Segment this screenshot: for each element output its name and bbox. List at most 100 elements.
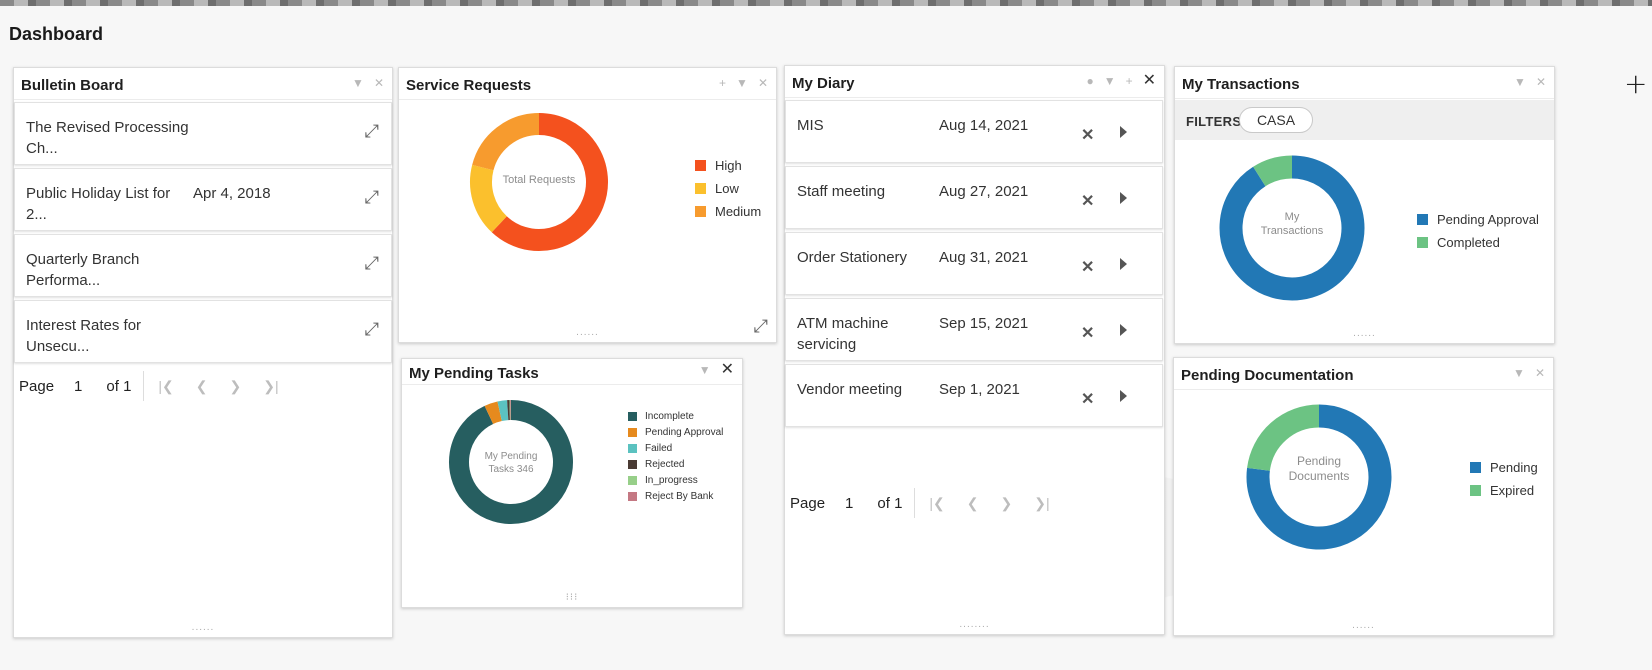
- next-page-icon[interactable]: ❯: [1000, 494, 1013, 511]
- panel-title: My Diary: [792, 75, 855, 92]
- diary-item-date: Aug 31, 2021: [939, 249, 1029, 266]
- chevron-right-icon[interactable]: [1120, 390, 1127, 402]
- diary-pager: Page 1 of 1 |❮ ❮ ❯ ❯|: [790, 485, 1072, 521]
- first-page-icon[interactable]: |❮: [929, 494, 945, 511]
- resize-handle[interactable]: ......: [191, 622, 215, 633]
- donut-slice-completed[interactable]: [1253, 155, 1293, 187]
- legend-label: In_progress: [645, 475, 698, 486]
- legend-label: Expired: [1490, 483, 1535, 498]
- legend-item: Completed: [1417, 235, 1539, 250]
- prev-page-icon[interactable]: ❮: [195, 377, 208, 394]
- add-icon[interactable]: +: [719, 76, 727, 90]
- my-transactions-panel: My Transactions ▼ ✕ FILTERS CASA My Tran…: [1174, 66, 1555, 344]
- filter-chip-casa[interactable]: CASA: [1239, 107, 1313, 133]
- donut-slice-high[interactable]: [491, 113, 608, 251]
- expand-icon[interactable]: ⤢: [753, 316, 768, 337]
- panel-title: Pending Documentation: [1181, 367, 1354, 384]
- donut-center-label: Total Requests: [502, 174, 576, 186]
- bulletin-item[interactable]: Public Holiday List for 2... Apr 4, 2018…: [14, 168, 392, 231]
- delete-icon[interactable]: ✕: [1081, 193, 1095, 210]
- last-page-icon[interactable]: ❯|: [1034, 494, 1050, 511]
- bulletin-board-header: Bulletin Board ▼ ✕: [14, 68, 392, 100]
- donut-slice-pending-approval[interactable]: [1219, 155, 1365, 301]
- panel-title: Service Requests: [406, 77, 532, 94]
- bulletin-item[interactable]: Quarterly Branch Performa... ⤢: [14, 234, 392, 297]
- expand-icon[interactable]: ⤢: [364, 319, 379, 340]
- close-icon[interactable]: ✕: [757, 76, 768, 90]
- last-page-icon[interactable]: ❯|: [263, 377, 279, 394]
- diary-item-date: Sep 1, 2021: [939, 381, 1020, 398]
- prev-page-icon[interactable]: ❮: [966, 494, 979, 511]
- filters-bar: FILTERS CASA: [1175, 100, 1554, 140]
- pager-page-input[interactable]: 1: [845, 494, 854, 512]
- legend-label: Medium: [715, 204, 762, 219]
- donut-slice-incomplete[interactable]: [449, 400, 573, 524]
- filter-icon[interactable]: ▼: [352, 76, 364, 90]
- resize-handle[interactable]: ......: [1353, 328, 1376, 339]
- chevron-right-icon[interactable]: [1120, 324, 1127, 336]
- resize-handle[interactable]: ⁝⁝⁝: [565, 592, 579, 603]
- donut-slice-pending[interactable]: [1246, 404, 1392, 550]
- legend-label: Incomplete: [645, 411, 694, 422]
- pager-separator: [914, 488, 916, 518]
- my-transactions-header: My Transactions ▼ ✕: [1175, 67, 1554, 99]
- pending-tasks-donut: [449, 399, 573, 524]
- diary-item[interactable]: Vendor meeting Sep 1, 2021 ✕: [785, 364, 1163, 427]
- legend-item: In_progress: [628, 475, 723, 486]
- legend-swatch: [695, 183, 706, 194]
- donut-slice-expired[interactable]: [1247, 404, 1320, 472]
- legend-item: High: [695, 158, 761, 173]
- diary-item[interactable]: Staff meeting Aug 27, 2021 ✕: [785, 166, 1163, 229]
- filter-icon[interactable]: ▼: [698, 363, 711, 377]
- delete-icon[interactable]: ✕: [1081, 325, 1095, 342]
- expand-icon[interactable]: ⤢: [364, 253, 379, 274]
- filter-icon[interactable]: ▼: [1514, 75, 1526, 89]
- chevron-right-icon[interactable]: [1120, 126, 1127, 138]
- diary-item[interactable]: Order Stationery Aug 31, 2021 ✕: [785, 232, 1163, 295]
- donut-slice-pending-approval[interactable]: [484, 401, 503, 425]
- resize-handle[interactable]: ......: [1352, 620, 1375, 631]
- bell-icon[interactable]: ●: [1086, 74, 1094, 88]
- top-banner-strip: [0, 0, 1652, 6]
- add-widget-button[interactable]: +: [1624, 67, 1648, 100]
- close-icon[interactable]: ✕: [1142, 72, 1156, 89]
- delete-icon[interactable]: ✕: [1081, 259, 1095, 276]
- legend-label: Rejected: [645, 459, 685, 470]
- legend-label: Failed: [645, 443, 673, 454]
- pending-tasks-header: My Pending Tasks ▼ ✕: [402, 359, 742, 385]
- delete-icon[interactable]: ✕: [1081, 127, 1095, 144]
- diary-item[interactable]: MIS Aug 14, 2021 ✕: [785, 100, 1163, 163]
- resize-handle[interactable]: ......: [576, 327, 599, 338]
- diary-item-title: Staff meeting: [797, 183, 886, 200]
- add-icon[interactable]: +: [1125, 74, 1133, 88]
- bulletin-item[interactable]: Interest Rates for Unsecu... ⤢: [14, 300, 392, 363]
- service-requests-legend: High Low Medium: [695, 158, 761, 227]
- first-page-icon[interactable]: |❮: [158, 377, 174, 394]
- chevron-right-icon[interactable]: [1120, 192, 1127, 204]
- panel-title: Bulletin Board: [21, 77, 124, 94]
- filter-icon[interactable]: ▼: [1103, 74, 1116, 88]
- close-icon[interactable]: ✕: [720, 361, 734, 378]
- transactions-donut: [1219, 155, 1365, 301]
- delete-icon[interactable]: ✕: [1081, 391, 1095, 408]
- expand-icon[interactable]: ⤢: [364, 187, 379, 208]
- donut-slice-medium[interactable]: [472, 113, 540, 171]
- filter-icon[interactable]: ▼: [1513, 366, 1525, 380]
- pager-page-label: Page: [790, 494, 826, 512]
- resize-handle[interactable]: ........: [959, 619, 990, 630]
- donut-slice-failed[interactable]: [497, 400, 509, 422]
- next-page-icon[interactable]: ❯: [229, 377, 242, 394]
- close-icon[interactable]: ✕: [1534, 366, 1545, 380]
- close-icon[interactable]: ✕: [373, 76, 384, 90]
- bulletin-item[interactable]: The Revised Processing Ch... ⤢: [14, 102, 392, 165]
- close-icon[interactable]: ✕: [1535, 75, 1546, 89]
- legend-swatch: [1417, 214, 1428, 225]
- expand-icon[interactable]: ⤢: [364, 121, 379, 142]
- pager-page-input[interactable]: 1: [74, 377, 83, 395]
- diary-item[interactable]: ATM machine servicing Sep 15, 2021 ✕: [785, 298, 1163, 361]
- filter-icon[interactable]: ▼: [736, 76, 748, 90]
- donut-slice-low[interactable]: [470, 164, 508, 233]
- legend-swatch: [628, 412, 637, 421]
- chevron-right-icon[interactable]: [1120, 258, 1127, 270]
- legend-swatch: [628, 492, 637, 501]
